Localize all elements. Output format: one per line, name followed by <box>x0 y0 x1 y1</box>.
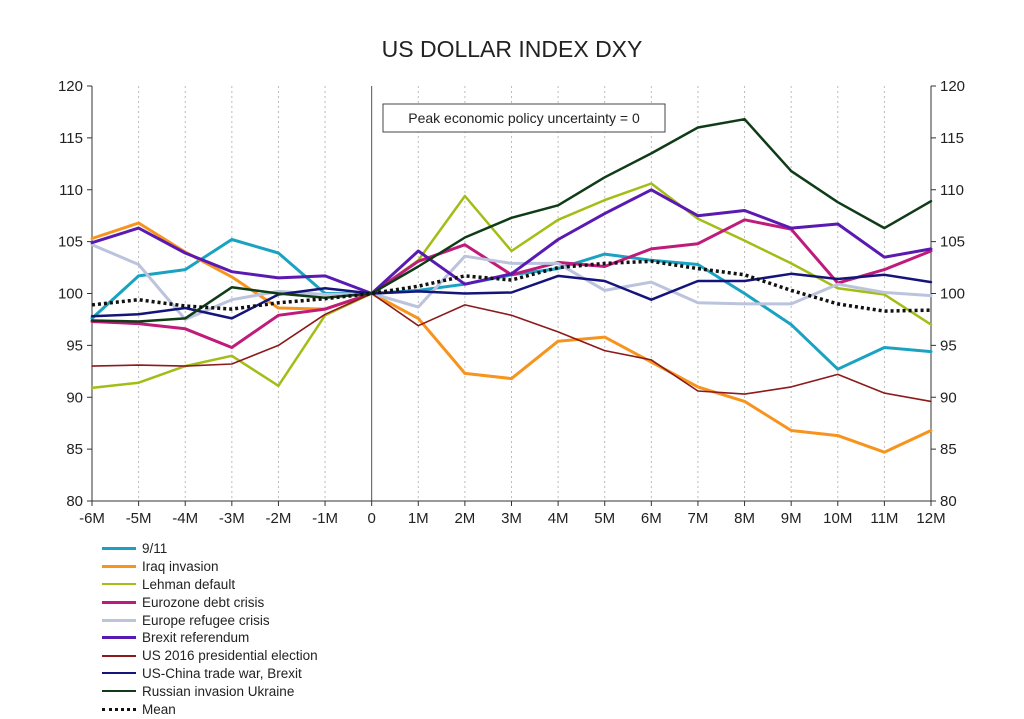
legend-swatch <box>102 707 136 711</box>
legend-item: Russian invasion Ukraine <box>102 682 318 700</box>
y-tick-label: 120 <box>58 78 83 95</box>
legend-item: 9/11 <box>102 540 318 558</box>
legend-item: Mean <box>102 700 318 718</box>
x-tick-label: 0 <box>367 510 375 527</box>
x-tick-label: 11M <box>870 510 898 527</box>
y-tick-label: 90 <box>940 389 957 406</box>
series-line-mean <box>91 259 932 313</box>
series-line-us-2016-presidential-election <box>91 292 932 403</box>
legend-label: Russian invasion Ukraine <box>142 683 295 699</box>
y-tick-label: 120 <box>940 78 965 95</box>
x-tick-label: 7M <box>688 510 709 527</box>
series-line-russian-invasion-ukraine <box>90 117 933 323</box>
legend-item: US 2016 presidential election <box>102 647 318 665</box>
chart-title: US DOLLAR INDEX DXY <box>381 36 643 62</box>
legend-swatch <box>102 583 136 586</box>
legend: 9/11 Iraq invasion Lehman default Eurozone … <box>102 540 318 718</box>
legend-swatch <box>102 600 136 604</box>
x-tick-label: 10M <box>823 510 852 527</box>
legend-swatch <box>102 672 136 675</box>
y-axis-left: 80 85 90 95 100 105 110 115 120 <box>58 78 92 510</box>
series-line-brexit-referendum <box>90 188 933 295</box>
legend-label: Eurozone debt crisis <box>142 594 265 610</box>
series-line-europe-refugee-crisis <box>90 243 933 321</box>
x-tick-label: -3M <box>219 510 245 527</box>
x-tick-label: 6M <box>641 510 662 527</box>
y-tick-label: 85 <box>940 441 957 458</box>
legend-label: 9/11 <box>142 541 168 557</box>
legend-swatch <box>102 690 136 693</box>
x-tick-label: -4M <box>172 510 198 527</box>
x-tick-label: -1M <box>312 510 338 527</box>
legend-swatch <box>102 654 136 657</box>
legend-item: Brexit referendum <box>102 629 318 647</box>
y-tick-label: 105 <box>58 234 83 251</box>
x-tick-label: -6M <box>79 510 105 527</box>
y-tick-label: 80 <box>66 493 83 510</box>
x-tick-label: 9M <box>781 510 802 527</box>
legend-label: Lehman default <box>142 576 236 592</box>
x-tick-label: -5M <box>126 510 152 527</box>
y-tick-label: 85 <box>66 441 83 458</box>
legend-swatch <box>102 618 136 622</box>
legend-label: Brexit referendum <box>142 630 250 646</box>
x-tick-label: 4M <box>548 510 569 527</box>
annotation: Peak economic policy uncertainty = 0 <box>382 103 666 133</box>
series-line-eurozone-debt-crisis <box>90 218 933 349</box>
x-tick-label: 3M <box>501 510 522 527</box>
x-tick-label: -2M <box>266 510 292 527</box>
line-chart: 80 85 90 95 100 105 110 115 120 80 85 90 95 100 105 11… <box>58 78 965 527</box>
annotation-text: Peak economic policy uncertainty = 0 <box>408 110 640 126</box>
y-tick-label: 115 <box>940 130 964 147</box>
legend-label: Mean <box>142 701 176 717</box>
series-lines <box>90 117 933 454</box>
legend-item: US-China trade war, Brexit <box>102 665 318 683</box>
y-tick-label: 110 <box>59 182 83 199</box>
y-tick-label: 90 <box>66 389 83 406</box>
legend-label: Iraq invasion <box>142 559 219 575</box>
legend-item: Europe refugee crisis <box>102 611 318 629</box>
legend-item: Eurozone debt crisis <box>102 593 318 611</box>
series-line-lehman-default <box>90 182 933 390</box>
series-line-iraq-invasion <box>90 221 933 454</box>
annotation-box <box>382 103 666 133</box>
series-line-us-china-trade-war-brexit <box>90 272 933 320</box>
x-tick-label: 8M <box>734 510 755 527</box>
y-tick-label: 115 <box>59 130 83 147</box>
x-tick-label: 1M <box>408 510 429 527</box>
legend-swatch <box>102 547 136 551</box>
y-tick-label: 100 <box>940 286 965 303</box>
legend-item: Iraq invasion <box>102 558 318 576</box>
legend-label: Europe refugee crisis <box>142 612 270 628</box>
x-tick-label: 12M <box>916 510 945 527</box>
legend-swatch <box>102 565 136 569</box>
legend-item: Lehman default <box>102 576 318 594</box>
legend-swatch <box>102 636 136 640</box>
x-axis: -6M -5M -4M -3M -2M -1M 0 1M 2M 3M 4M 5M 6M 7M 8M 9M 10M… <box>79 501 946 527</box>
y-axis-right: 80 85 90 95 100 105 110 115 120 <box>931 78 965 510</box>
legend-label: US 2016 presidential election <box>142 648 318 664</box>
x-tick-label: 5M <box>594 510 615 527</box>
legend-label: US-China trade war, Brexit <box>142 665 302 681</box>
y-tick-label: 110 <box>940 182 964 199</box>
y-tick-label: 95 <box>940 337 957 354</box>
y-tick-label: 80 <box>940 493 957 510</box>
x-tick-label: 2M <box>454 510 475 527</box>
y-tick-label: 100 <box>58 286 83 303</box>
y-tick-label: 95 <box>66 337 83 354</box>
y-tick-label: 105 <box>940 234 965 251</box>
